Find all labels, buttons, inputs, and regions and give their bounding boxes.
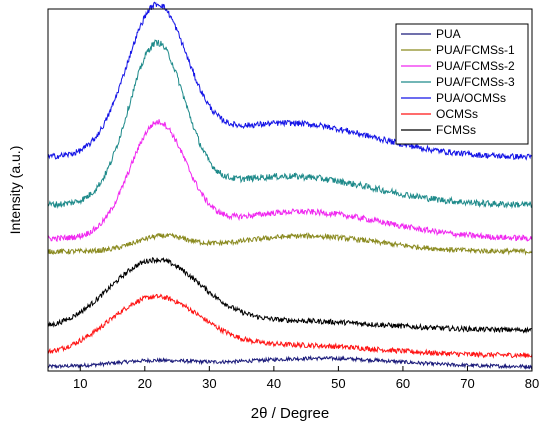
series-line-pua-ocmss	[47, 1, 533, 161]
legend-label: PUA	[436, 27, 461, 41]
x-tick-label: 80	[525, 376, 539, 391]
plot-frame	[47, 8, 533, 372]
series-line-fcmss	[47, 256, 533, 334]
x-tick-label: 40	[267, 376, 281, 391]
y-axis-label: Intensity (a.u.)	[7, 146, 23, 235]
legend-label: FCMSs	[436, 123, 476, 137]
series-line-pua-fcmss-2	[47, 119, 533, 243]
x-tick-label: 50	[331, 376, 345, 391]
x-tick-label: 20	[138, 376, 152, 391]
legend: PUA PUA/FCMSs-1 PUA/FCMSs-2 PUA/FCMSs-3 PUA/…	[395, 23, 529, 145]
x-tick-label: 10	[73, 376, 87, 391]
legend-label: OCMSs	[436, 107, 478, 121]
legend-label: PUA/OCMSs	[436, 91, 506, 105]
legend-label: PUA/FCMSs-1	[436, 43, 515, 57]
x-axis-ticks: 10 20 30 40 50 60 70 80	[73, 366, 539, 391]
x-tick-label: 70	[460, 376, 474, 391]
x-tick-label: 60	[396, 376, 410, 391]
series-line-pua-fcmss-1	[47, 232, 533, 256]
x-tick-label: 30	[202, 376, 216, 391]
legend-label: PUA/FCMSs-2	[436, 59, 515, 73]
series-line-ocmss	[47, 293, 533, 359]
series-line-pua-fcmss-3	[47, 39, 533, 210]
series-line-pua	[47, 354, 533, 370]
x-axis-label: 2θ / Degree	[251, 405, 329, 422]
legend-box	[395, 23, 529, 145]
legend-label: PUA/FCMSs-3	[436, 75, 515, 89]
series-layer	[47, 1, 533, 370]
